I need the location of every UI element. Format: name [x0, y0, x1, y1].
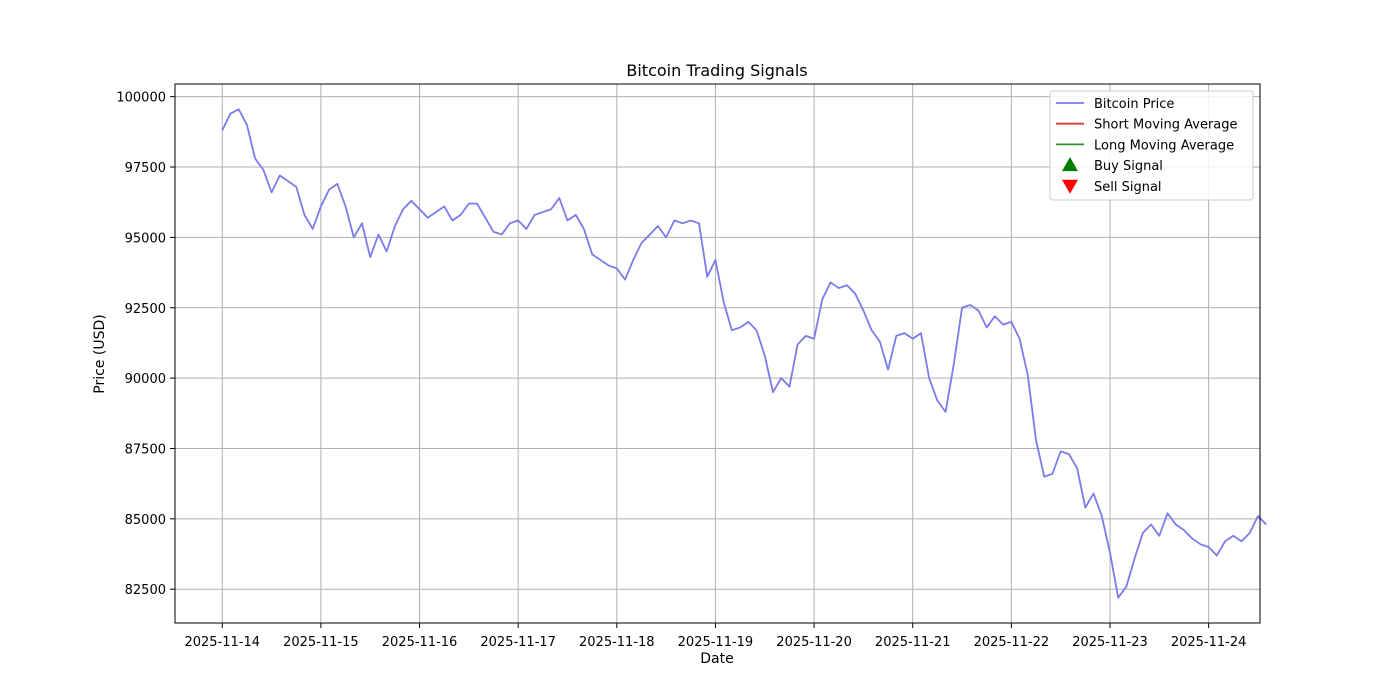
- y-axis-label: Price (USD): [92, 314, 108, 393]
- legend-buy-label: Buy Signal: [1094, 159, 1163, 174]
- y-tick-label: 82500: [125, 583, 166, 598]
- y-tick-label: 100000: [116, 91, 166, 106]
- x-tick-label: 2025-11-21: [875, 635, 951, 650]
- series-layer: [221, 108, 1267, 599]
- y-tick-label: 97500: [125, 161, 166, 176]
- x-tick-label: 2025-11-14: [184, 635, 260, 650]
- plot-frame: [174, 83, 1261, 624]
- x-axis-label: Date: [700, 651, 733, 667]
- legend-buy-swatch: [1062, 157, 1078, 172]
- x-tick-label: 2025-11-23: [1072, 635, 1148, 650]
- y-tick-label: 90000: [125, 372, 166, 387]
- x-tick-label: 2025-11-24: [1171, 635, 1247, 650]
- x-tick-label: 2025-11-18: [579, 635, 655, 650]
- legend-sell-swatch: [1062, 179, 1078, 194]
- legend-box: [1049, 90, 1254, 201]
- x-tick-label: 2025-11-19: [678, 635, 754, 650]
- y-tick-label: 95000: [125, 231, 166, 246]
- y-tick-label: 92500: [125, 302, 166, 317]
- x-tick-label: 2025-11-17: [480, 635, 556, 650]
- legend: Bitcoin Price Short Moving Average Long Mo…: [1049, 90, 1254, 201]
- y-tick-label: 85000: [125, 513, 166, 528]
- x-tick-label: 2025-11-20: [776, 635, 852, 650]
- legend-long-ma-label: Long Moving Average: [1094, 138, 1234, 153]
- y-tick-label: 87500: [125, 442, 166, 457]
- legend-short-ma-label: Short Moving Average: [1094, 118, 1238, 133]
- x-tick-label: 2025-11-15: [283, 635, 359, 650]
- tick-layer: 2025-11-14 2025-11-15 2025-11-16 2025-11-17…: [116, 91, 1246, 650]
- x-tick-label: 2025-11-16: [382, 635, 458, 650]
- x-tick-label: 2025-11-22: [974, 635, 1050, 650]
- legend-price-label: Bitcoin Price: [1094, 97, 1174, 112]
- legend-sell-label: Sell Signal: [1094, 180, 1162, 195]
- price-line: [221, 108, 1267, 599]
- chart-title: Bitcoin Trading Signals: [626, 61, 807, 80]
